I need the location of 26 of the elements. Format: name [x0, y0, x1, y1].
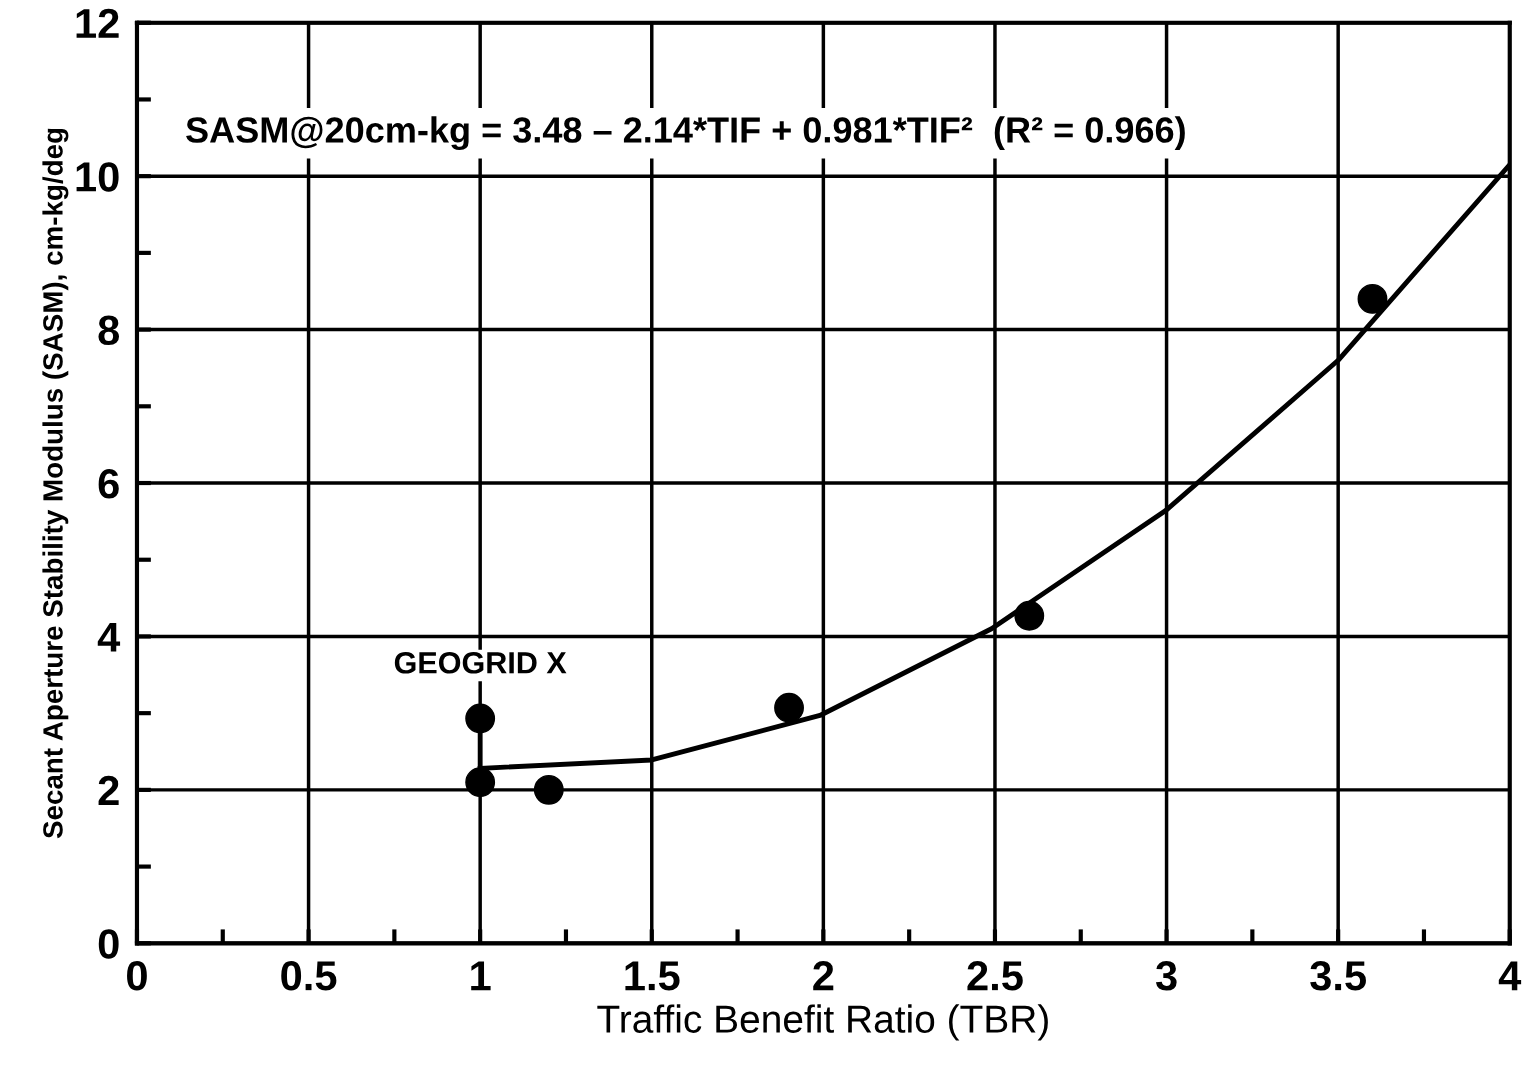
x-tick-label: 1.5 — [625, 961, 680, 991]
y-tick-label: 12 — [76, 8, 119, 38]
x-tick-label: 2 — [813, 961, 834, 991]
y-tick-label: 0 — [98, 929, 119, 959]
x-tick-label: 3 — [1155, 961, 1177, 991]
point — [465, 767, 496, 798]
x-tick-label: 2.5 — [967, 961, 1023, 991]
point — [1357, 283, 1388, 314]
x-tick-label: 4 — [1498, 961, 1522, 991]
y-tick-label: 8 — [98, 315, 120, 346]
y-tick-label: 2 — [98, 775, 119, 805]
x-tick-label: 3.5 — [1310, 961, 1366, 991]
y-axis-title: Secant Aperture Stability Modulus (SASM), cm-kg/deg — [42, 128, 69, 839]
annotation: SASM@20cm-kg = 3.48 – 2.14*TIF + 0.981*TIF² (R² = 0.966) — [186, 116, 1185, 151]
annotation: GEOGRID X — [394, 651, 567, 674]
point — [533, 774, 564, 805]
x-tick-label: 0.5 — [281, 961, 337, 991]
point — [1014, 600, 1045, 631]
x-axis-title: Traffic Benefit Ratio (TBR) — [597, 1004, 1048, 1041]
y-tick-label: 4 — [97, 622, 121, 652]
point — [465, 703, 496, 734]
y-tick-label: 10 — [76, 162, 119, 192]
y-tick-label: 6 — [98, 469, 119, 499]
x-tick-label: 1 — [471, 961, 491, 991]
x-tick-label: 0 — [127, 961, 147, 991]
point — [774, 692, 804, 723]
